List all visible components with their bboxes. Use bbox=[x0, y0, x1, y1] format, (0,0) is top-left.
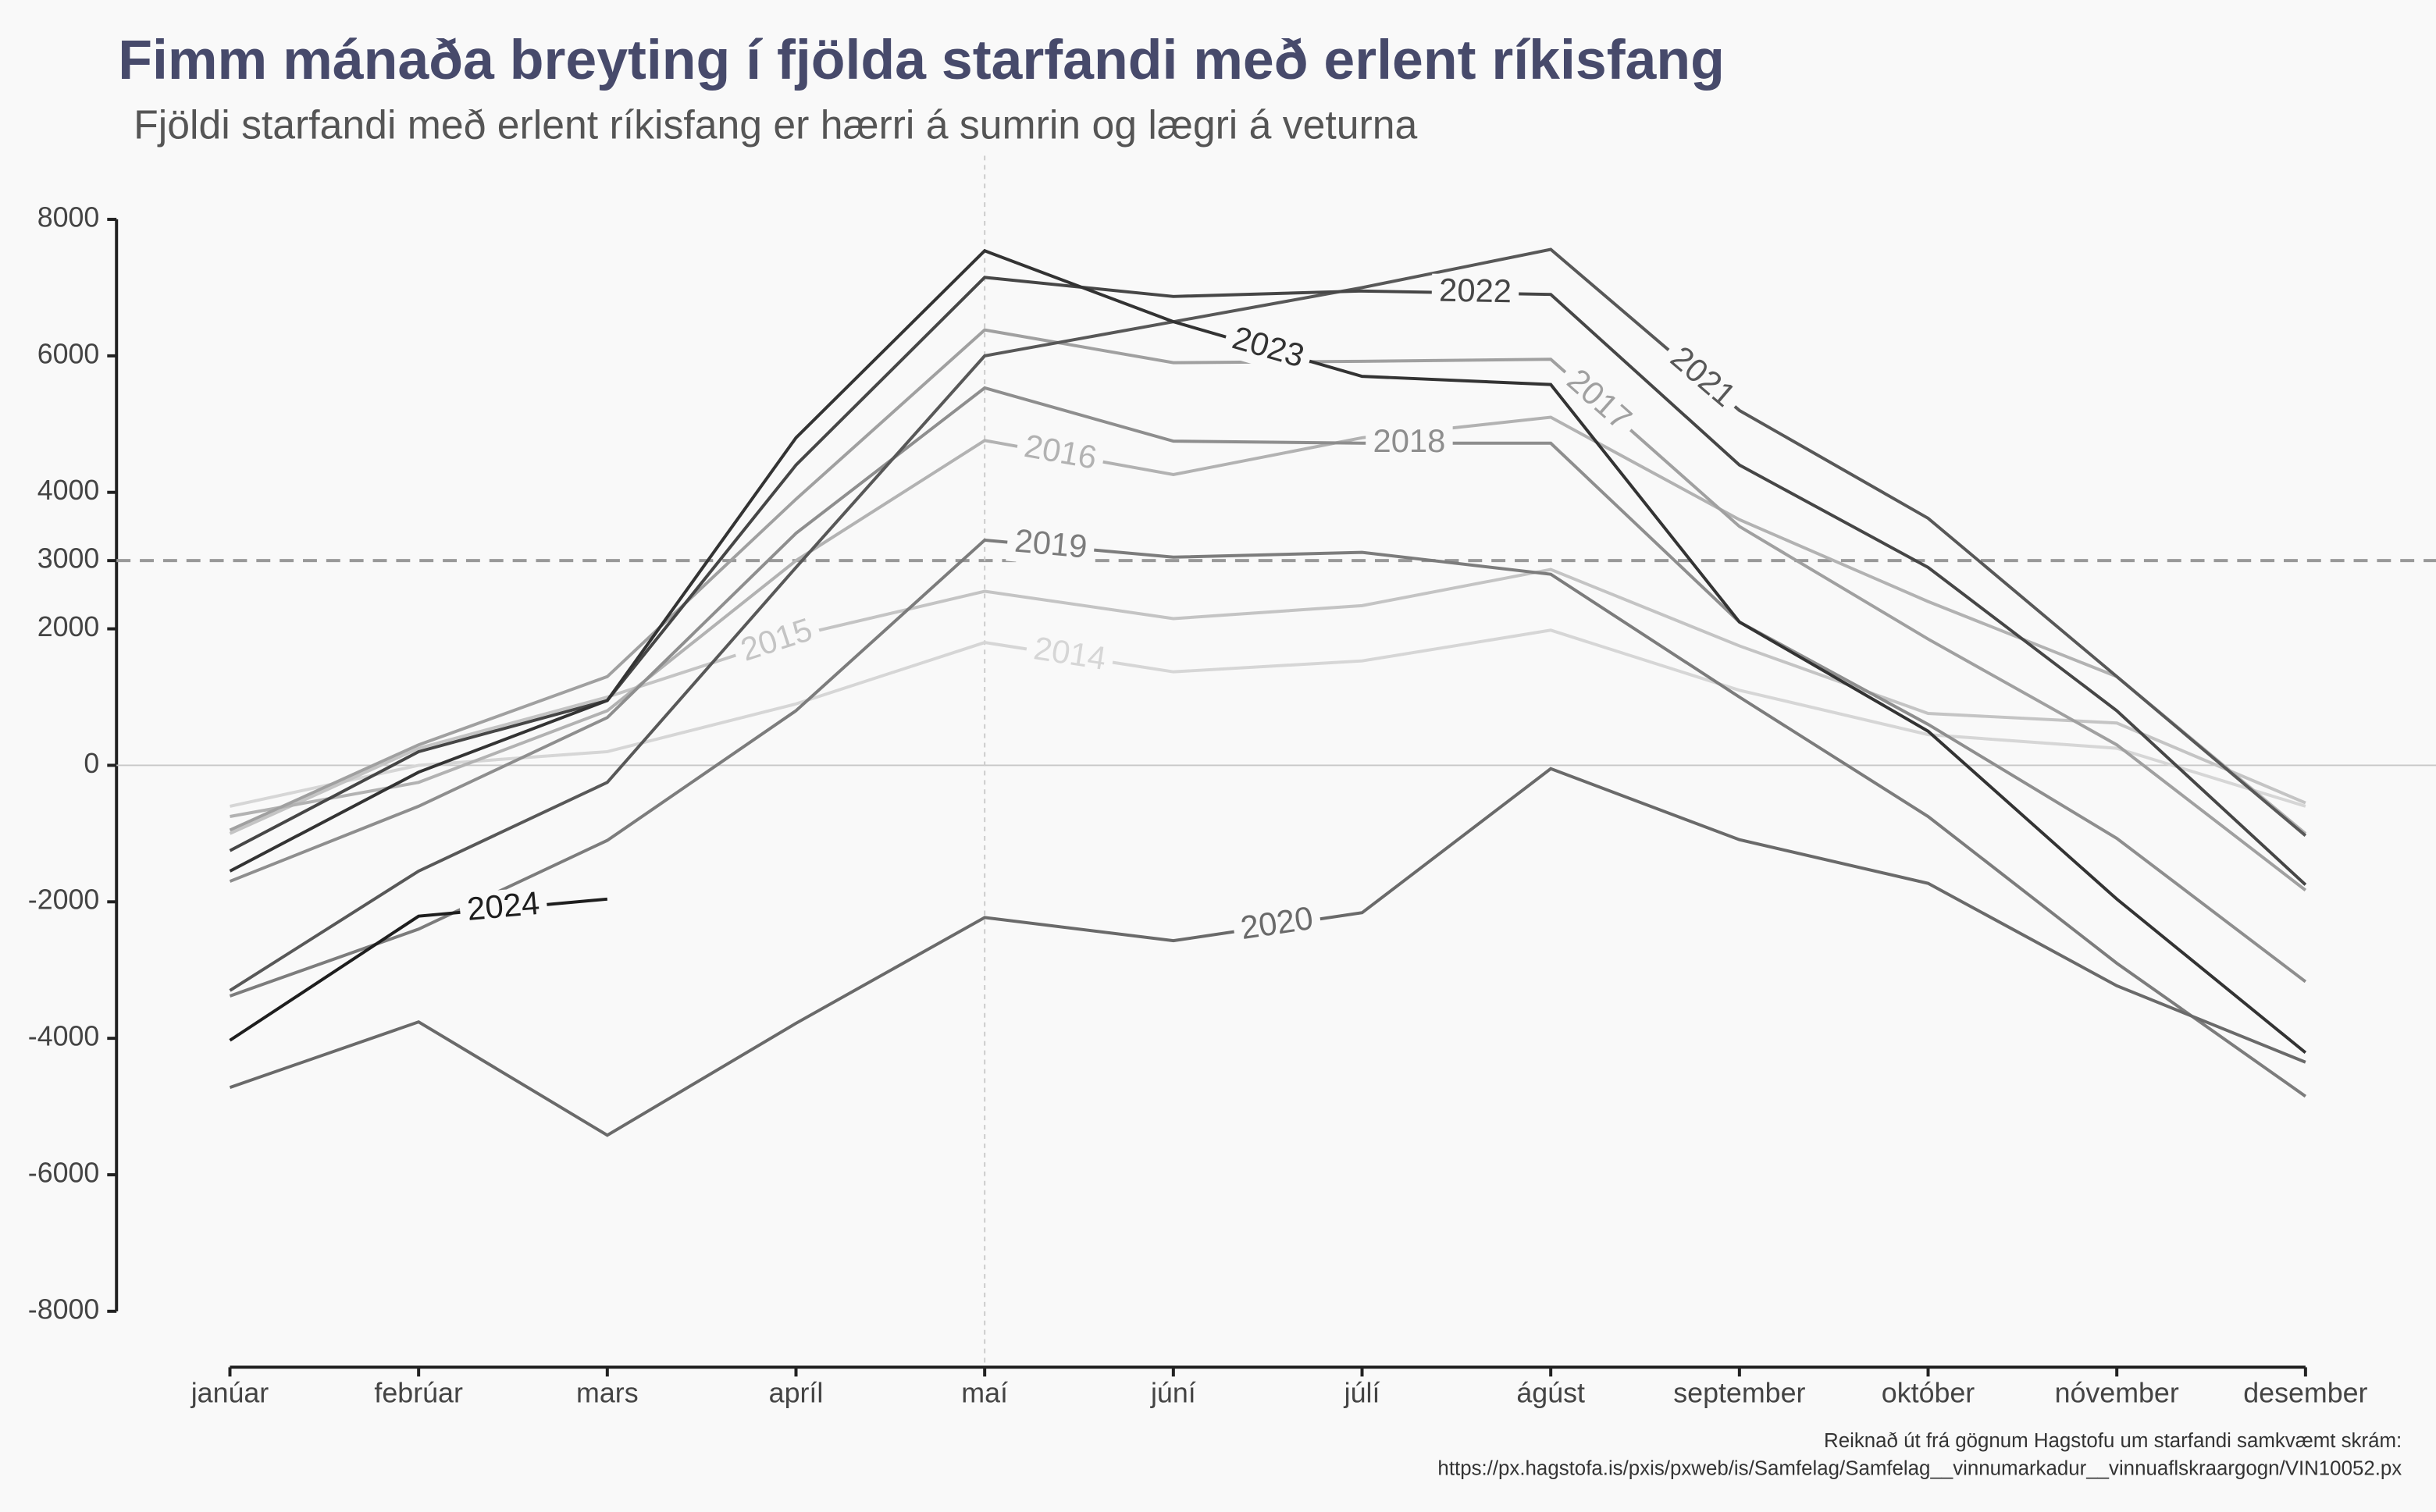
series-line bbox=[229, 247, 2307, 992]
series-label: 2018 bbox=[1373, 422, 1445, 459]
y-tick-label: -8000 bbox=[28, 1293, 100, 1325]
label-background bbox=[1431, 273, 1519, 313]
label-background bbox=[1656, 336, 1747, 421]
x-tick-label: júlí bbox=[1344, 1378, 1380, 1409]
label-background bbox=[458, 886, 549, 931]
series-line bbox=[229, 386, 2307, 984]
series-label-group: 2016 bbox=[1013, 427, 1106, 481]
series-label-group: 2024 bbox=[458, 884, 549, 931]
label-background bbox=[729, 610, 824, 674]
y-tick-label: -2000 bbox=[28, 884, 100, 916]
x-tick-label: janúar bbox=[191, 1378, 269, 1409]
label-background bbox=[1231, 900, 1323, 951]
caption: Reiknað út frá gögnum Hagstofu um starfa… bbox=[1824, 1430, 2402, 1452]
x-tick-label: nóvember bbox=[2055, 1378, 2179, 1409]
series-line bbox=[229, 276, 2307, 886]
label-background bbox=[1006, 523, 1096, 569]
series-label: 2019 bbox=[1013, 522, 1089, 565]
x-tick-label: júní bbox=[1150, 1378, 1196, 1409]
y-tick-label: 4000 bbox=[37, 475, 100, 506]
label-background bbox=[1553, 358, 1644, 444]
y-tick-label: 6000 bbox=[37, 338, 100, 369]
series-line bbox=[230, 628, 2306, 808]
label-background bbox=[1220, 318, 1315, 379]
label-background bbox=[1024, 630, 1116, 681]
y-tick-label: 2000 bbox=[37, 611, 100, 642]
x-tick-label: febrúar bbox=[374, 1378, 463, 1409]
y-tick-label: 0 bbox=[84, 748, 99, 779]
series-label: 2024 bbox=[465, 884, 541, 927]
y-tick-label: 8000 bbox=[37, 201, 100, 233]
x-tick-label: desember bbox=[2243, 1378, 2367, 1409]
chart-title: Fimm mánaða breyting í fjölda starfandi … bbox=[118, 29, 1725, 91]
series-line bbox=[229, 567, 2306, 835]
series-label: 2022 bbox=[1439, 272, 1512, 310]
series-label-group: 2018 bbox=[1366, 422, 1453, 462]
y-tick-label: 3000 bbox=[37, 543, 100, 575]
x-tick-label: september bbox=[1673, 1378, 1805, 1409]
series-line bbox=[230, 415, 2307, 835]
series-label-group: 2019 bbox=[1006, 522, 1096, 569]
x-tick-label: október bbox=[1882, 1378, 1975, 1409]
x-tick-label: maí bbox=[961, 1378, 1008, 1409]
caption: https://px.hagstofa.is/pxis/pxweb/is/Sam… bbox=[1437, 1458, 2402, 1480]
series-label-group: 2022 bbox=[1431, 272, 1519, 313]
chart-subtitle: Fjöldi starfandi með erlent ríkisfang er… bbox=[134, 101, 1417, 147]
y-tick-label: -4000 bbox=[28, 1021, 100, 1052]
label-background bbox=[1366, 424, 1453, 462]
x-tick-label: ágúst bbox=[1516, 1378, 1585, 1409]
x-tick-label: apríl bbox=[769, 1378, 824, 1409]
y-tick-label: -6000 bbox=[28, 1157, 100, 1188]
x-tick-label: mars bbox=[576, 1378, 639, 1409]
label-background bbox=[1013, 428, 1106, 481]
series-line bbox=[229, 538, 2307, 1098]
